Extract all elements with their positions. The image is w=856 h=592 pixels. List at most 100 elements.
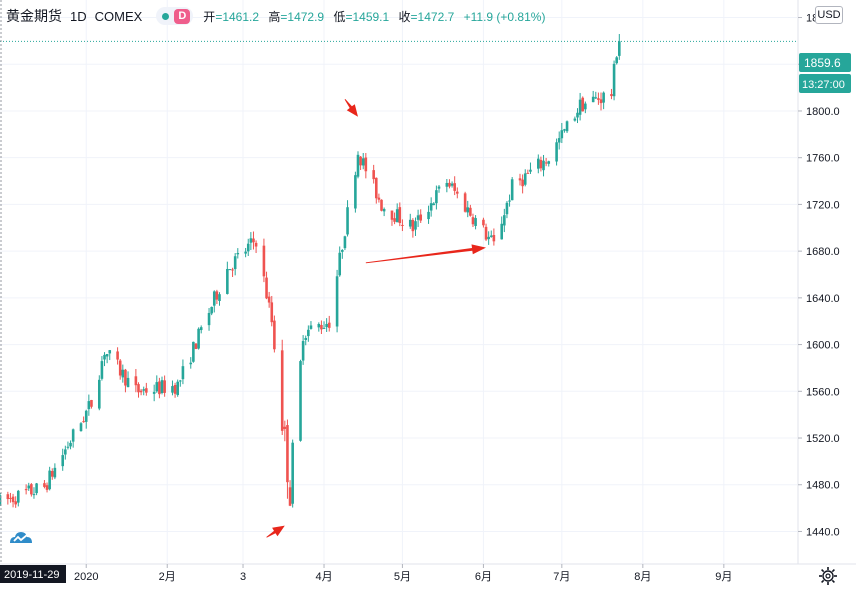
candle-body <box>489 235 493 237</box>
candle <box>484 223 488 242</box>
candle-body <box>226 268 229 294</box>
candle-body <box>526 172 530 174</box>
candle <box>118 359 122 380</box>
candle <box>401 219 404 232</box>
candle-body <box>61 455 65 467</box>
candle-body <box>521 179 524 187</box>
candle-body <box>510 179 514 201</box>
annotation-arrow <box>344 99 358 117</box>
time-tick-label: 8月 <box>634 571 651 583</box>
candle <box>291 439 294 508</box>
candle <box>448 179 451 189</box>
candle <box>137 382 140 398</box>
candle <box>599 92 603 111</box>
candle <box>445 179 449 193</box>
market-status-badge[interactable]: D <box>156 7 194 25</box>
candle <box>309 321 313 330</box>
candle <box>53 463 57 480</box>
candle <box>547 160 551 167</box>
candle <box>610 88 613 100</box>
candle-body <box>181 366 185 380</box>
candle <box>529 162 532 174</box>
candle <box>474 215 477 230</box>
candle <box>325 318 328 332</box>
candle-body <box>599 99 603 104</box>
candle <box>526 169 530 174</box>
candle <box>171 380 174 396</box>
candle <box>338 246 342 277</box>
candle <box>508 194 511 207</box>
symbol-title[interactable]: 黄金期货 <box>6 8 62 24</box>
time-axis[interactable]: 2020 2月 3 4月 5月 6月 7月 8月 9月 <box>74 564 732 583</box>
candle-body <box>544 162 548 164</box>
candle-body <box>155 382 159 392</box>
candle-body <box>466 207 470 213</box>
currency-button[interactable]: USD <box>815 6 843 24</box>
candle-body <box>341 250 344 252</box>
candle <box>354 171 357 213</box>
candle <box>380 199 383 212</box>
candle-body <box>254 242 258 247</box>
candle-body <box>236 252 240 255</box>
candle <box>121 364 125 383</box>
candle <box>542 154 545 177</box>
candle-body <box>612 63 616 97</box>
candle-body <box>48 470 51 490</box>
candle-body <box>325 323 328 328</box>
candle <box>377 193 381 203</box>
annotation-arrow <box>365 244 486 264</box>
candle-body <box>565 121 569 132</box>
candle-body <box>408 219 412 227</box>
candle <box>192 341 195 363</box>
candle-body <box>270 302 274 323</box>
candle <box>265 271 268 300</box>
candle-body <box>557 138 561 143</box>
open-value: =1461.2 <box>215 9 260 24</box>
candle <box>71 428 75 448</box>
candle-body <box>192 341 195 362</box>
tradingview-logo-icon[interactable] <box>8 528 34 546</box>
candle <box>50 468 54 480</box>
interval-badge: D <box>174 8 191 24</box>
time-tick-label: 5月 <box>394 571 411 583</box>
candle-body <box>304 337 308 340</box>
candle-body <box>176 381 179 396</box>
candle-body <box>492 235 496 242</box>
annotation-arrows <box>266 99 486 538</box>
candle <box>84 409 88 429</box>
candle <box>341 249 344 259</box>
low-value: =1459.1 <box>345 9 390 24</box>
candle-body <box>45 485 49 490</box>
candle <box>419 209 423 223</box>
candle-body <box>215 291 219 300</box>
high-value: =1472.9 <box>280 9 325 24</box>
candle <box>466 200 470 218</box>
candle <box>142 386 146 396</box>
candle-body <box>97 379 101 409</box>
open-label: 开 <box>203 9 216 24</box>
symbol-header: 黄金期货 1D COMEX D 开=1461.2 高=1472.9 低=1459… <box>6 6 551 26</box>
candle-body <box>503 215 506 226</box>
candle-body <box>199 327 203 331</box>
candle <box>116 347 119 365</box>
candle-body <box>542 160 545 171</box>
candle <box>581 96 585 112</box>
interval-label[interactable]: 1D <box>70 8 87 24</box>
candle-body <box>508 200 511 202</box>
candle <box>254 240 258 254</box>
candle <box>435 185 438 210</box>
candle <box>207 308 211 331</box>
candle-body <box>393 218 396 222</box>
candle-body <box>262 245 266 277</box>
candle <box>346 200 349 237</box>
candle <box>364 152 368 179</box>
candle-body <box>197 328 200 349</box>
candle-body <box>584 103 587 110</box>
candle <box>145 382 148 396</box>
settings-gear-icon[interactable] <box>818 566 838 586</box>
candle <box>233 253 237 276</box>
candle-body <box>66 446 70 448</box>
candle <box>304 335 308 346</box>
candle <box>124 368 127 393</box>
